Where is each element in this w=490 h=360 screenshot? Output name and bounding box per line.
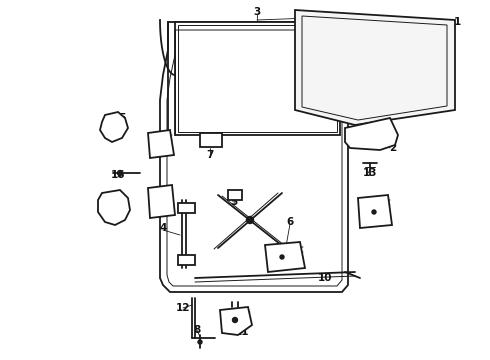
Polygon shape bbox=[345, 118, 398, 150]
Text: 7: 7 bbox=[206, 150, 214, 160]
Circle shape bbox=[246, 216, 253, 224]
Text: 1: 1 bbox=[453, 17, 461, 27]
Polygon shape bbox=[148, 130, 174, 158]
Text: 8: 8 bbox=[194, 325, 200, 335]
Circle shape bbox=[198, 340, 202, 344]
Text: 3: 3 bbox=[253, 7, 261, 17]
Text: 12: 12 bbox=[176, 303, 190, 313]
Text: 9: 9 bbox=[371, 208, 379, 218]
Text: 2: 2 bbox=[390, 143, 396, 153]
Text: 16: 16 bbox=[111, 170, 125, 180]
Polygon shape bbox=[178, 203, 195, 213]
Circle shape bbox=[232, 318, 238, 323]
Polygon shape bbox=[228, 190, 242, 200]
Polygon shape bbox=[148, 185, 175, 218]
Polygon shape bbox=[295, 10, 455, 125]
Polygon shape bbox=[160, 22, 348, 292]
Polygon shape bbox=[358, 195, 392, 228]
Polygon shape bbox=[98, 190, 130, 225]
Polygon shape bbox=[175, 22, 340, 135]
Text: 11: 11 bbox=[235, 327, 249, 337]
Polygon shape bbox=[265, 242, 305, 272]
Polygon shape bbox=[100, 112, 128, 142]
Text: 13: 13 bbox=[363, 168, 377, 178]
Polygon shape bbox=[178, 255, 195, 265]
Circle shape bbox=[118, 171, 122, 176]
Text: 10: 10 bbox=[318, 273, 332, 283]
Polygon shape bbox=[200, 133, 222, 147]
Circle shape bbox=[280, 255, 284, 259]
Text: 14: 14 bbox=[155, 138, 170, 148]
Text: 6: 6 bbox=[286, 217, 294, 227]
Text: 5: 5 bbox=[230, 197, 238, 207]
Text: 15: 15 bbox=[113, 113, 127, 123]
Polygon shape bbox=[220, 307, 252, 335]
Text: 4: 4 bbox=[159, 223, 167, 233]
Circle shape bbox=[372, 210, 376, 214]
